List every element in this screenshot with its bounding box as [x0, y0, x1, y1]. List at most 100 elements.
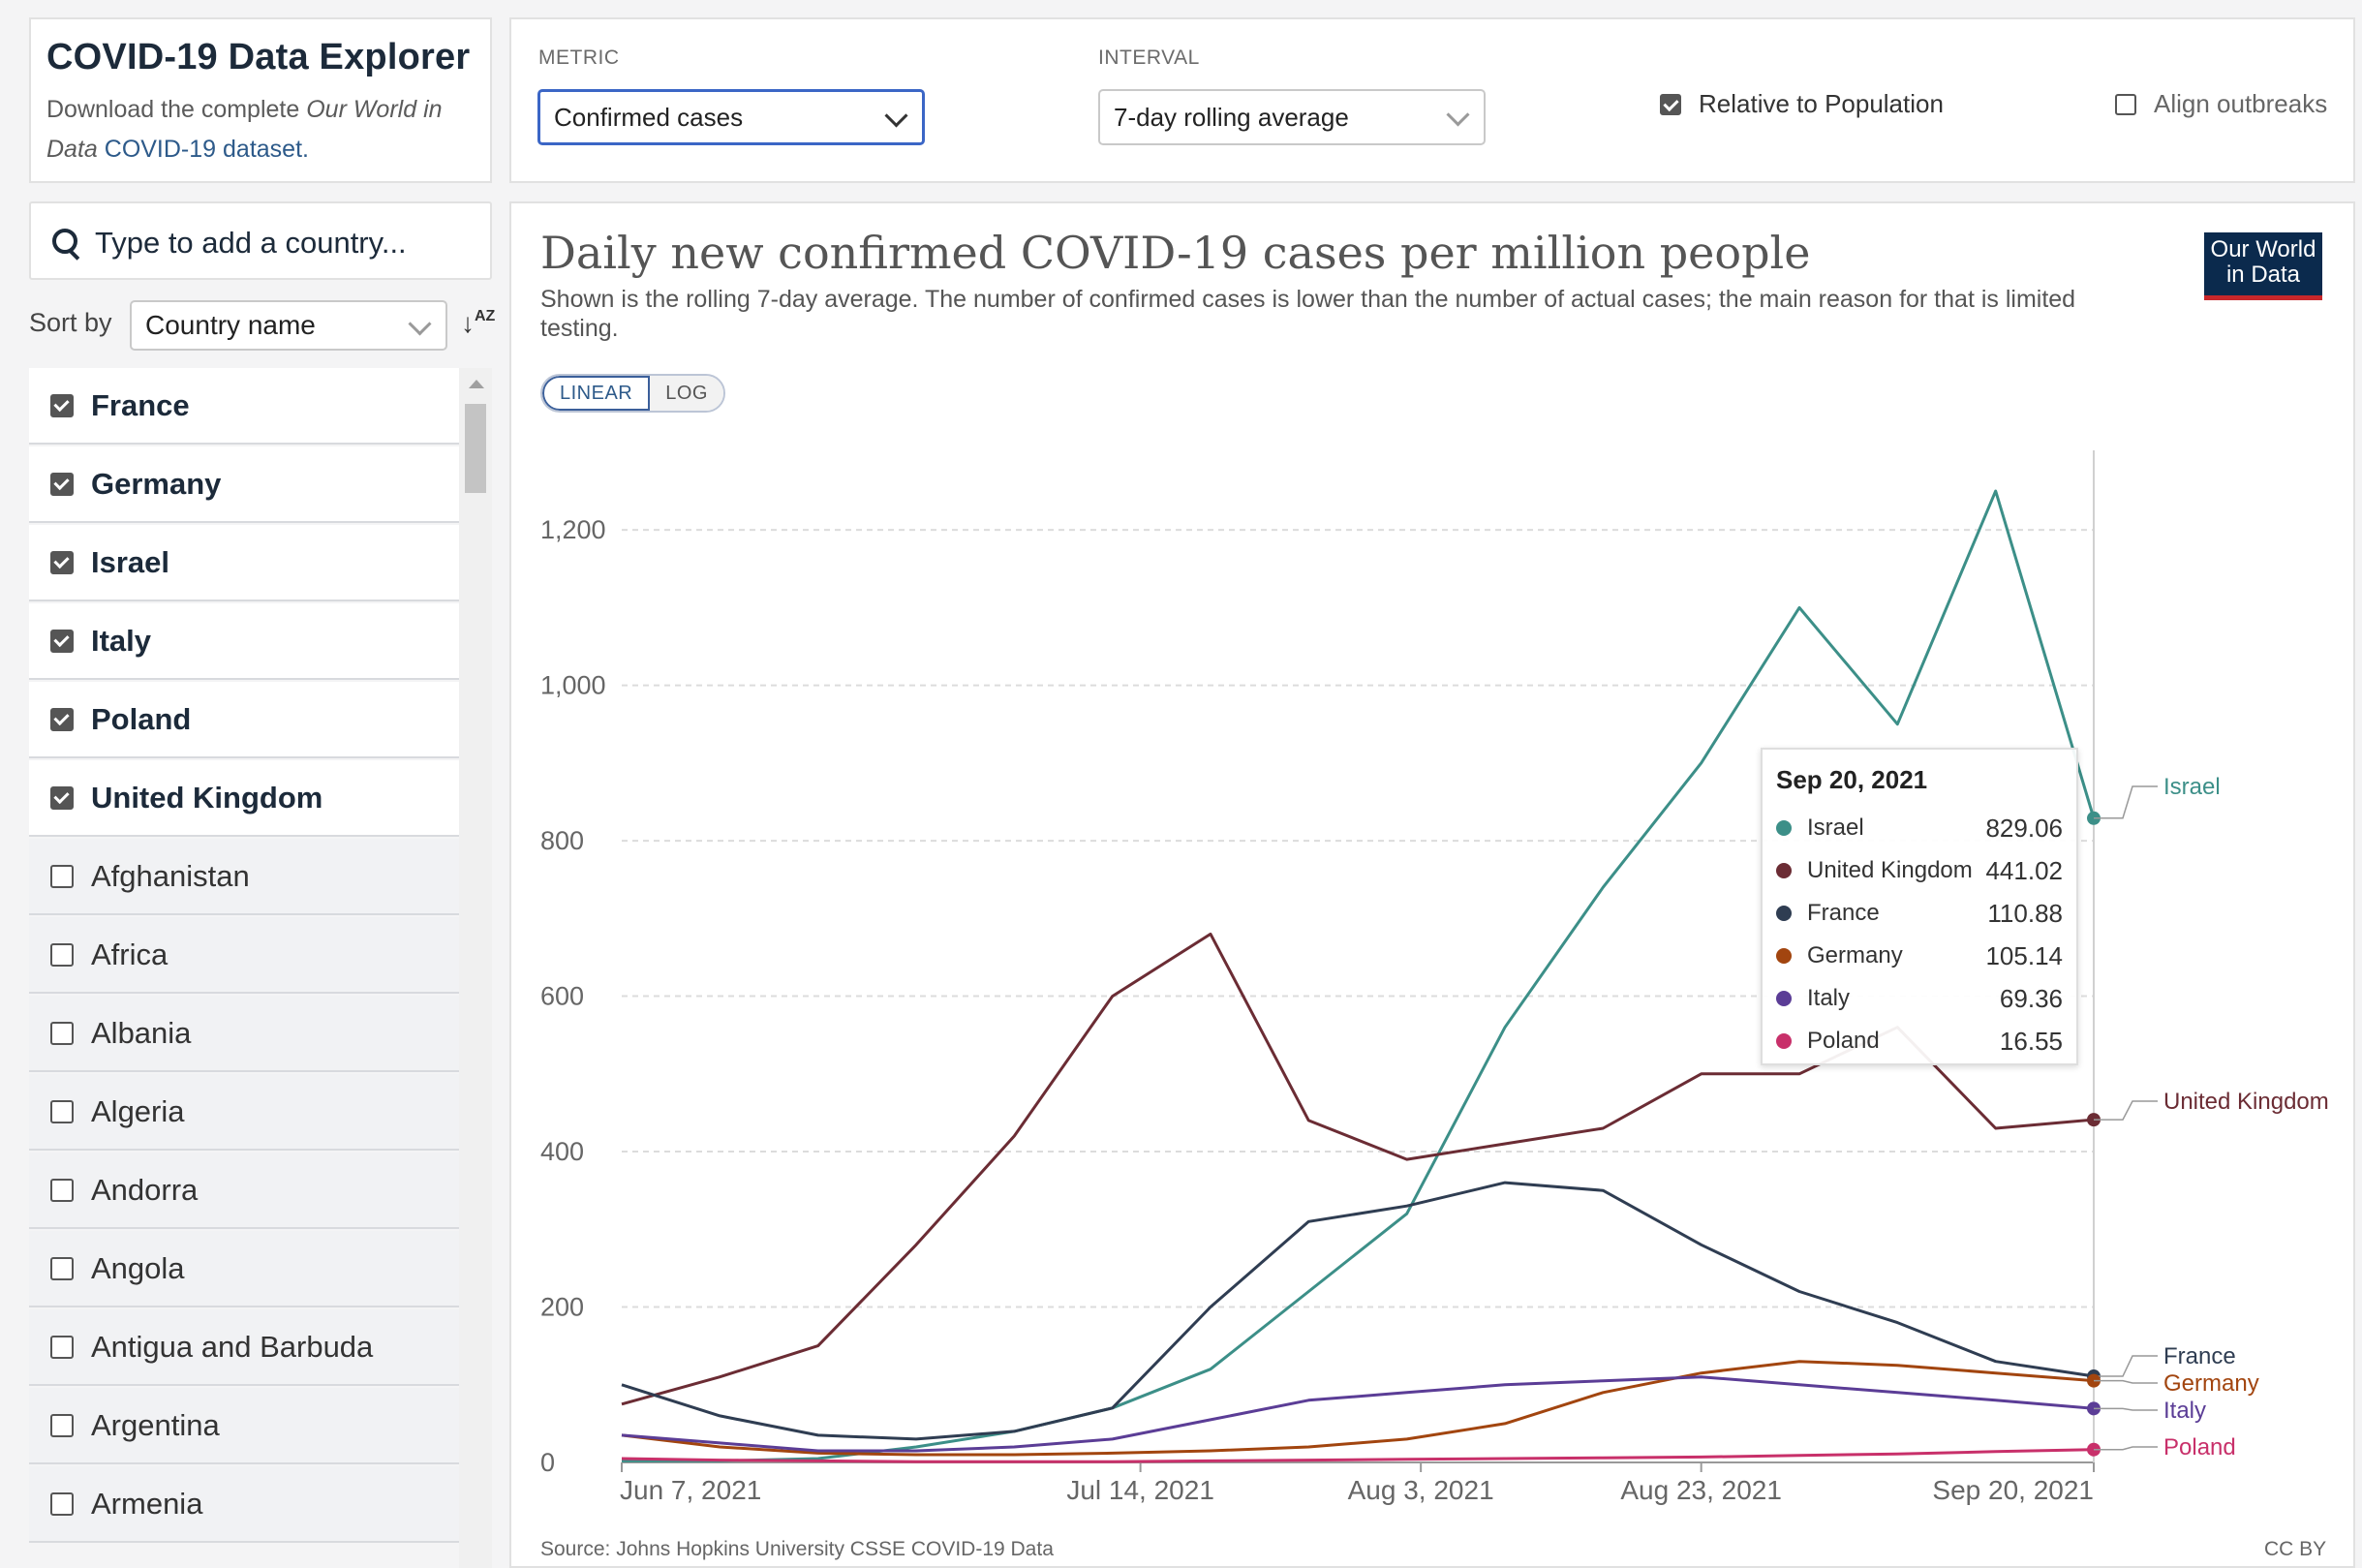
checkbox-unchecked-icon[interactable] [50, 864, 74, 888]
align-label: Align outbreaks [2154, 89, 2328, 118]
scrollbar[interactable] [459, 368, 492, 1568]
owid-logo[interactable]: Our World in Data [2204, 232, 2322, 300]
metric-select[interactable]: Confirmed cases [537, 89, 925, 145]
series-line [621, 1181, 2095, 1441]
scroll-up-icon[interactable] [469, 380, 484, 388]
linear-scale-button[interactable]: LINEAR [542, 376, 651, 411]
search-panel [29, 201, 492, 280]
y-tick-label: 200 [540, 1293, 584, 1322]
y-tick-label: 1,200 [540, 515, 606, 544]
relative-to-population-toggle[interactable]: Relative to Population [1660, 89, 1944, 119]
series-line [621, 1448, 2095, 1463]
country-item[interactable]: Antigua and Barbuda [29, 1309, 459, 1386]
owid-name: Our World in Data [46, 96, 443, 163]
checkbox-unchecked-icon[interactable] [50, 1021, 74, 1045]
checkbox-checked-icon[interactable] [50, 550, 74, 574]
checkbox-checked-icon[interactable] [50, 472, 74, 496]
tooltip-row: Poland 16.55 [1776, 1020, 2063, 1062]
checkbox-checked-icon[interactable] [50, 707, 74, 731]
country-item[interactable]: Armenia [29, 1466, 459, 1543]
align-outbreaks-toggle[interactable]: Align outbreaks [2115, 89, 2327, 119]
country-item[interactable]: Italy [29, 603, 459, 680]
country-item[interactable]: Argentina [29, 1388, 459, 1464]
country-name: Germany [91, 466, 222, 501]
y-tick-label: 800 [540, 826, 584, 855]
label-connector [2094, 1379, 2158, 1384]
search-icon [52, 229, 77, 254]
country-item[interactable]: Poland [29, 682, 459, 758]
country-item[interactable]: Israel [29, 525, 459, 601]
scale-toggle: LINEAR LOG [540, 374, 725, 413]
x-tick-label: Jul 14, 2021 [1066, 1475, 1214, 1505]
country-item[interactable]: Africa [29, 917, 459, 994]
title-panel: COVID-19 Data Explorer Download the comp… [29, 17, 492, 183]
chevron-down-icon [884, 104, 908, 128]
country-name: France [91, 387, 190, 422]
legend-dot-icon [1776, 948, 1792, 964]
checkbox-checked-icon[interactable] [1660, 93, 1681, 115]
checkbox-checked-icon[interactable] [50, 629, 74, 653]
license-link[interactable]: CC BY [2264, 1538, 2327, 1560]
y-tick-label: 400 [540, 1137, 584, 1166]
interval-select[interactable]: 7-day rolling average [1098, 89, 1486, 145]
label-connector [2094, 1407, 2158, 1411]
line-chart: 0 200 400 600 800 1,000 1,200 Jun 7, 2021 Jul 14… [540, 450, 2329, 1505]
tooltip-series-value: 441.02 [1985, 855, 2063, 885]
tooltip-series-name: Italy [1807, 985, 1851, 1011]
legend-dot-icon [1776, 863, 1792, 878]
checkbox-unchecked-icon[interactable] [50, 1413, 74, 1437]
label-connector [2094, 1100, 2158, 1121]
relative-label: Relative to Population [1699, 89, 1944, 118]
legend-dot-icon [1776, 991, 1792, 1006]
country-name: Italy [91, 623, 152, 658]
country-list: France Germany Israel Italy Poland United Kin… [29, 368, 492, 1568]
series-line [621, 1360, 2095, 1457]
source-text[interactable]: Source: Johns Hopkins University CSSE CO… [540, 1538, 1054, 1560]
tooltip-row: Germany 105.14 [1776, 935, 2063, 977]
country-item[interactable]: Albania [29, 996, 459, 1072]
interval-value: 7-day rolling average [1114, 103, 1349, 132]
checkbox-unchecked-icon[interactable] [50, 942, 74, 967]
checkbox-unchecked-icon[interactable] [50, 1178, 74, 1202]
download-description: Download the complete Our World in Data … [46, 96, 443, 163]
metric-label: METRIC [538, 46, 620, 69]
checkbox-unchecked-icon[interactable] [50, 1491, 74, 1516]
chevron-down-icon [1446, 103, 1470, 127]
chart-tooltip: Sep 20, 2021 Israel 829.06 United Kingdom 4… [1761, 748, 2078, 1065]
dataset-link[interactable]: COVID-19 dataset. [97, 136, 309, 163]
country-item[interactable]: United Kingdom [29, 760, 459, 837]
country-search-input[interactable] [93, 223, 475, 263]
series-end-label: Poland [2163, 1434, 2236, 1460]
checkbox-unchecked-icon[interactable] [50, 1256, 74, 1280]
country-item[interactable]: Afghanistan [29, 839, 459, 915]
checkbox-checked-icon[interactable] [50, 393, 74, 417]
sort-order-icon[interactable]: ↓AZ [461, 308, 496, 338]
checkbox-unchecked-icon[interactable] [50, 1099, 74, 1123]
checkbox-checked-icon[interactable] [50, 785, 74, 810]
app-title: COVID-19 Data Explorer [46, 37, 471, 77]
legend-dot-icon [1776, 820, 1792, 836]
country-name: Afghanistan [91, 858, 250, 893]
checkbox-unchecked-icon[interactable] [2115, 93, 2136, 115]
tooltip-date: Sep 20, 2021 [1776, 765, 1928, 794]
x-tick-label: Aug 23, 2021 [1620, 1475, 1782, 1505]
country-name: Poland [91, 701, 192, 736]
chart-panel: 0 200 400 600 800 1,000 1,200 Jun 7, 2021 Jul 14… [509, 201, 2355, 1568]
label-connector [2094, 1355, 2158, 1377]
country-item[interactable]: Germany [29, 446, 459, 523]
scroll-thumb[interactable] [465, 404, 486, 493]
country-item[interactable]: Angola [29, 1231, 459, 1307]
checkbox-unchecked-icon[interactable] [50, 1335, 74, 1359]
country-name: Algeria [91, 1093, 185, 1128]
country-item[interactable]: Algeria [29, 1074, 459, 1151]
sort-select[interactable]: Country name [130, 300, 447, 351]
tooltip-row: United Kingdom 441.02 [1776, 849, 2063, 892]
controls-panel: METRIC Confirmed cases INTERVAL 7-day ro… [509, 17, 2355, 183]
metric-value: Confirmed cases [554, 103, 744, 132]
country-item[interactable]: France [29, 368, 459, 445]
y-tick-label: 600 [540, 982, 584, 1011]
log-scale-button[interactable]: LOG [650, 376, 723, 411]
tooltip-row: Israel 829.06 [1776, 807, 2063, 849]
country-item[interactable]: Andorra [29, 1153, 459, 1229]
country-name: Angola [91, 1250, 185, 1285]
